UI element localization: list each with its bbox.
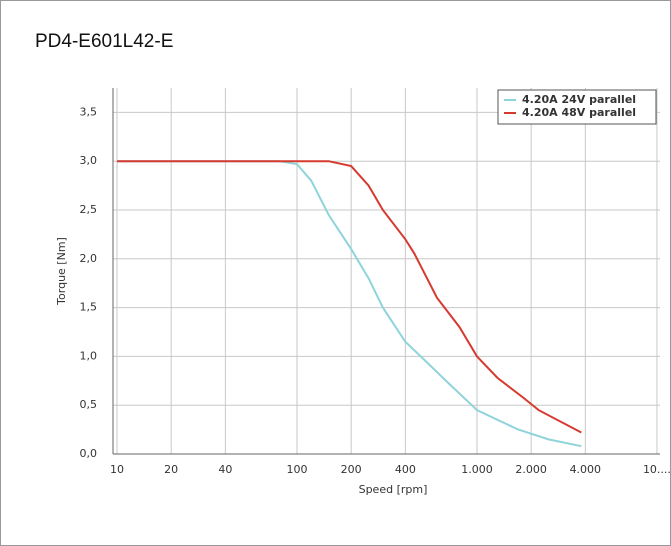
x-tick-label: 4.000 [570,463,602,476]
x-tick-label: 10 [110,463,124,476]
x-axis-label: Speed [rpm] [359,483,428,496]
y-tick-label: 3,5 [80,105,98,118]
x-tick-label: 20 [164,463,178,476]
y-axis-label: Torque [Nm] [55,237,68,306]
y-tick-label: 0,0 [80,447,98,460]
line-series [117,160,582,434]
y-tick-label: 0,5 [80,398,98,411]
x-tick-label: 40 [218,463,232,476]
y-tick-label: 2,0 [80,252,98,265]
x-tick-label: 2.000 [515,463,547,476]
y-tick-label: 1,0 [80,349,98,362]
legend-label: 4.20A 48V parallel [522,106,636,119]
y-tick-label: 2,5 [80,203,98,216]
line-series [117,160,582,448]
x-tick-label: 100 [286,463,307,476]
legend-box [497,89,657,125]
y-tick-label: 1,5 [80,301,98,314]
x-tick-label: 10.... [643,463,671,476]
legend-label: 4.20A 24V parallel [522,93,636,106]
chart-title: PD4-E601L42-E [35,31,173,52]
x-tick-label: 1.000 [461,463,493,476]
x-tick-label: 400 [395,463,416,476]
x-tick-label: 200 [341,463,362,476]
y-tick-label: 3,0 [80,154,98,167]
